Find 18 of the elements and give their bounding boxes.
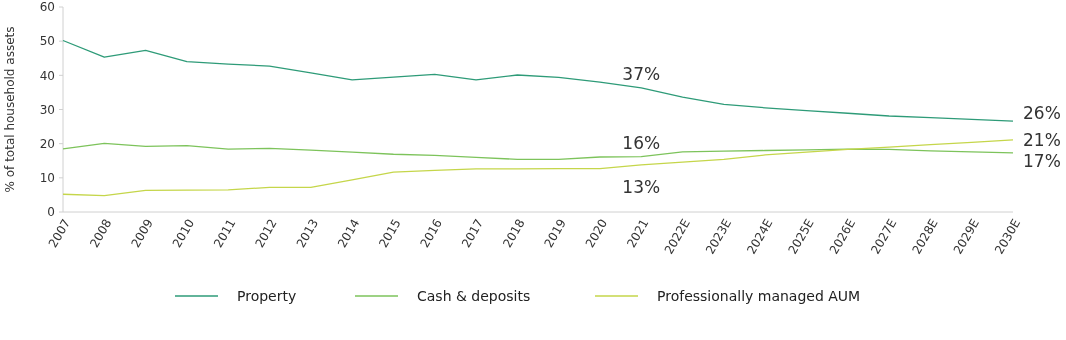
annotation: 21% bbox=[1023, 129, 1061, 150]
annotation: 26% bbox=[1023, 103, 1061, 124]
y-tick-label: 20 bbox=[39, 136, 55, 151]
annotation: 16% bbox=[622, 132, 661, 153]
y-axis-title: % of total household assets bbox=[3, 26, 17, 193]
y-tick-label: 40 bbox=[39, 68, 55, 83]
annotation: 37% bbox=[622, 63, 661, 84]
y-tick-label: 60 bbox=[39, 0, 55, 15]
y-tick-label: 50 bbox=[39, 34, 55, 49]
annotation: 17% bbox=[1023, 150, 1061, 171]
y-tick-label: 10 bbox=[39, 171, 55, 186]
legend-label: Property bbox=[237, 287, 297, 304]
legend-label: Professionally managed AUM bbox=[657, 287, 861, 304]
line-series bbox=[62, 39, 1014, 122]
y-tick-label: 0 bbox=[47, 205, 55, 220]
legend-label: Cash & deposits bbox=[417, 287, 531, 304]
y-tick-label: 30 bbox=[39, 102, 55, 117]
annotation: 13% bbox=[622, 176, 661, 197]
